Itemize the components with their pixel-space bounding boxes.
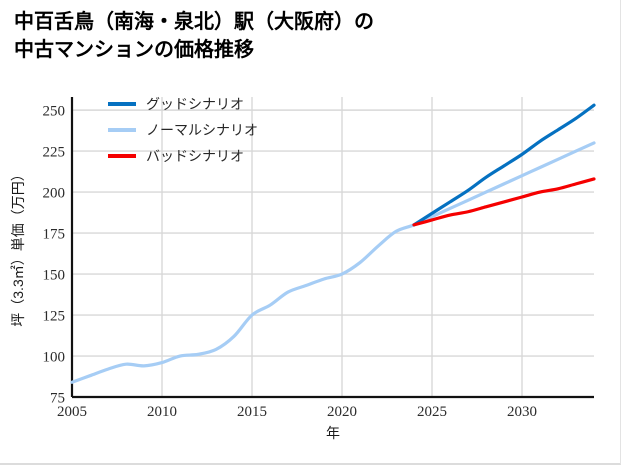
x-tick-label: 2015 xyxy=(237,404,267,420)
x-axis-ticks: 2005 2010 2015 2020 2025 2030 xyxy=(57,404,537,420)
series-line xyxy=(412,103,596,227)
y-tick-label: 200 xyxy=(43,186,66,202)
legend-label: バッドシナリオ xyxy=(146,150,244,165)
x-tick-label: 2010 xyxy=(147,404,177,420)
legend-label: ノーマルシナリオ xyxy=(146,124,258,139)
series-line xyxy=(70,141,596,384)
y-axis-ticks: 75 100 125 150 175 200 225 250 xyxy=(43,104,66,407)
gridlines xyxy=(72,97,594,397)
y-axis-title: 坪（3.3㎡）単価（万円） xyxy=(10,167,26,326)
chart-title: 中百舌鳥（南海・泉北）駅（大阪府）の 中古マンションの価格推移 xyxy=(14,11,374,62)
x-tick-label: 2020 xyxy=(327,404,357,420)
series-line xyxy=(412,177,596,227)
y-tick-label: 100 xyxy=(43,350,66,366)
x-tick-label: 2030 xyxy=(507,404,537,420)
x-axis-title: 年 xyxy=(326,425,340,441)
x-tick-label: 2005 xyxy=(57,404,87,420)
y-tick-label: 225 xyxy=(43,145,66,161)
legend-label: グッドシナリオ xyxy=(146,97,244,113)
y-tick-label: 150 xyxy=(43,268,66,284)
x-tick-label: 2025 xyxy=(417,404,447,420)
y-tick-label: 75 xyxy=(50,391,65,407)
y-tick-label: 125 xyxy=(43,309,66,325)
y-tick-label: 175 xyxy=(43,227,66,243)
y-tick-label: 250 xyxy=(43,104,66,120)
data-series-group xyxy=(70,103,596,384)
